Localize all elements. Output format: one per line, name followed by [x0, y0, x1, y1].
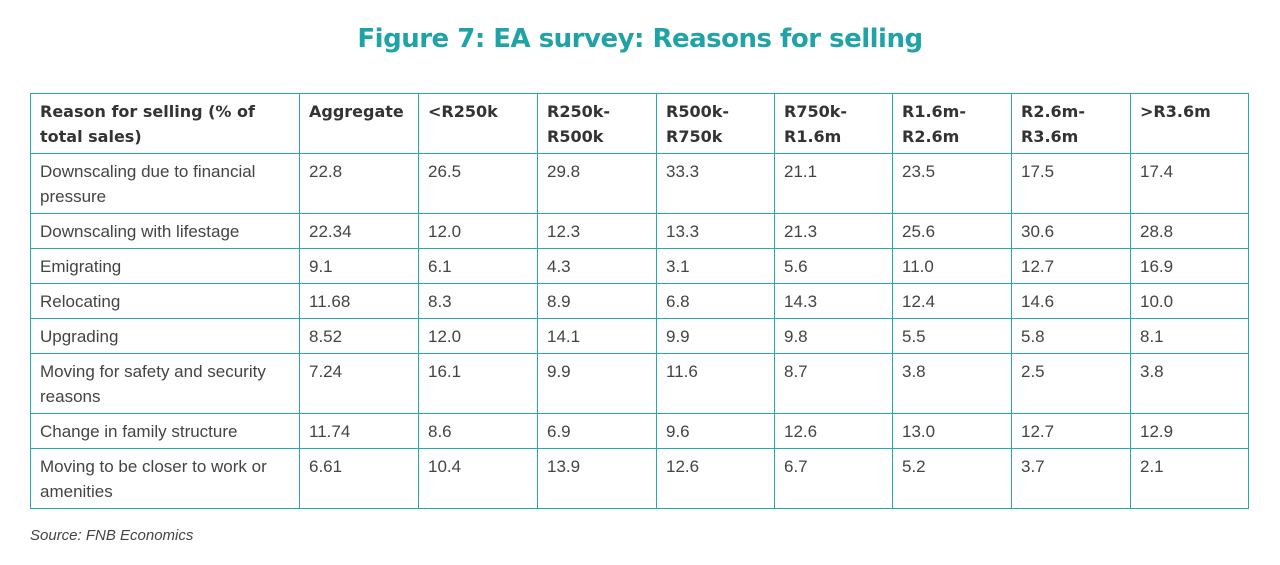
row-label: Relocating [30, 283, 300, 319]
table-cell: 3.1 [656, 248, 775, 284]
table-row: Change in family structure 11.74 8.6 6.9 9.6… [30, 413, 1249, 449]
table-cell: 2.1 [1130, 448, 1249, 509]
row-label: Upgrading [30, 318, 300, 354]
row-label: Change in family structure [30, 413, 300, 449]
table-cell: 8.52 [299, 318, 419, 354]
table-row: Relocating 11.68 8.3 8.9 6.8 14.3 12.4 14.6 10.0 [30, 283, 1249, 319]
table-cell: 22.8 [299, 153, 419, 214]
table-cell: 28.8 [1130, 213, 1249, 249]
table-cell: 12.6 [656, 448, 775, 509]
column-header: Aggregate [299, 93, 419, 154]
table-cell: 9.8 [774, 318, 893, 354]
column-header: R750k- R1.6m [774, 93, 893, 154]
table-cell: 9.6 [656, 413, 775, 449]
table-cell: 11.6 [656, 353, 775, 414]
table-cell: 30.6 [1011, 213, 1131, 249]
table-cell: 6.9 [537, 413, 657, 449]
column-header-reason: Reason for selling (% of total sales) [30, 93, 300, 154]
table-cell: 6.7 [774, 448, 893, 509]
table-cell: 3.8 [1130, 353, 1249, 414]
column-header: >R3.6m [1130, 93, 1249, 154]
table-cell: 13.9 [537, 448, 657, 509]
table-cell: 17.5 [1011, 153, 1131, 214]
table-cell: 17.4 [1130, 153, 1249, 214]
table-cell: 12.0 [418, 213, 538, 249]
table-cell: 23.5 [892, 153, 1012, 214]
table-cell: 5.8 [1011, 318, 1131, 354]
table-cell: 21.1 [774, 153, 893, 214]
table-cell: 8.9 [537, 283, 657, 319]
table-cell: 8.1 [1130, 318, 1249, 354]
table-cell: 12.7 [1011, 413, 1131, 449]
table-cell: 12.3 [537, 213, 657, 249]
table-cell: 26.5 [418, 153, 538, 214]
table-cell: 25.6 [892, 213, 1012, 249]
table-cell: 22.34 [299, 213, 419, 249]
table-cell: 14.6 [1011, 283, 1131, 319]
table-cell: 8.6 [418, 413, 538, 449]
table-cell: 9.9 [537, 353, 657, 414]
row-label: Downscaling with lifestage [30, 213, 300, 249]
table-cell: 33.3 [656, 153, 775, 214]
table-row: Moving to be closer to work or amenities… [30, 448, 1249, 509]
table-row: Downscaling with lifestage 22.34 12.0 12.3 1… [30, 213, 1249, 249]
table-cell: 6.61 [299, 448, 419, 509]
table-cell: 5.6 [774, 248, 893, 284]
table-cell: 10.0 [1130, 283, 1249, 319]
table-cell: 10.4 [418, 448, 538, 509]
row-label: Moving for safety and security reasons [30, 353, 300, 414]
table-cell: 6.8 [656, 283, 775, 319]
table-cell: 3.8 [892, 353, 1012, 414]
table-row: Downscaling due to financial pressure 22.… [30, 153, 1249, 214]
row-label: Downscaling due to financial pressure [30, 153, 300, 214]
table-cell: 12.6 [774, 413, 893, 449]
table-cell: 8.3 [418, 283, 538, 319]
table-cell: 16.1 [418, 353, 538, 414]
table-row: Emigrating 9.1 6.1 4.3 3.1 5.6 11.0 12.7 16.9 [30, 248, 1249, 284]
table-cell: 12.4 [892, 283, 1012, 319]
table-row: Moving for safety and security reasons 7.… [30, 353, 1249, 414]
table-cell: 12.7 [1011, 248, 1131, 284]
table-cell: 29.8 [537, 153, 657, 214]
column-header: R1.6m- R2.6m [892, 93, 1012, 154]
table-body: Downscaling due to financial pressure 22.… [30, 153, 1249, 509]
table-cell: 13.0 [892, 413, 1012, 449]
table-row: Upgrading 8.52 12.0 14.1 9.9 9.8 5.5 5.8 8.1 [30, 318, 1249, 354]
column-header: R500k- R750k [656, 93, 775, 154]
table-cell: 6.1 [418, 248, 538, 284]
table-cell: 16.9 [1130, 248, 1249, 284]
row-label: Emigrating [30, 248, 300, 284]
table-cell: 12.0 [418, 318, 538, 354]
column-header: <R250k [418, 93, 538, 154]
table-cell: 21.3 [774, 213, 893, 249]
table-cell: 13.3 [656, 213, 775, 249]
table-cell: 14.1 [537, 318, 657, 354]
row-label: Moving to be closer to work or amenities [30, 448, 300, 509]
table-cell: 5.2 [892, 448, 1012, 509]
header-row: Reason for selling (% of total sales) Agg… [30, 93, 1249, 154]
table-cell: 5.5 [892, 318, 1012, 354]
figure-title: Figure 7: EA survey: Reasons for selling [357, 24, 923, 54]
table-cell: 9.9 [656, 318, 775, 354]
table-cell: 4.3 [537, 248, 657, 284]
column-header: R2.6m- R3.6m [1011, 93, 1131, 154]
table-cell: 7.24 [299, 353, 419, 414]
table-cell: 14.3 [774, 283, 893, 319]
table-cell: 3.7 [1011, 448, 1131, 509]
table-cell: 9.1 [299, 248, 419, 284]
source-note: Source: FNB Economics [30, 527, 194, 544]
table-cell: 8.7 [774, 353, 893, 414]
table-cell: 12.9 [1130, 413, 1249, 449]
column-header: R250k- R500k [537, 93, 657, 154]
table-cell: 11.74 [299, 413, 419, 449]
table-cell: 11.68 [299, 283, 419, 319]
reasons-table: Reason for selling (% of total sales) Agg… [30, 93, 1249, 509]
table-cell: 2.5 [1011, 353, 1131, 414]
table-cell: 11.0 [892, 248, 1012, 284]
